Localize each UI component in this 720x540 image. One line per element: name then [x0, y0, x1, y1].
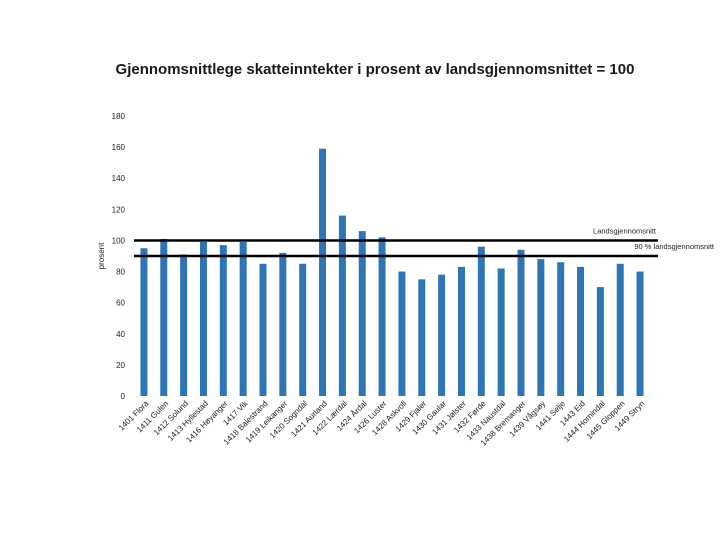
- bar: [596, 287, 604, 396]
- bar: [160, 238, 168, 396]
- bar: [457, 266, 465, 396]
- bar: [616, 263, 624, 396]
- bar: [259, 263, 267, 396]
- bar: [537, 259, 545, 396]
- bar: [319, 148, 327, 396]
- bar: [636, 271, 644, 396]
- bar: [477, 246, 485, 396]
- bar: [378, 237, 386, 396]
- bar: [557, 262, 565, 396]
- y-tick-label: 160: [112, 143, 126, 152]
- bar: [239, 242, 247, 396]
- y-tick-label: 140: [112, 174, 126, 183]
- y-tick-label: 60: [116, 299, 125, 308]
- bar: [497, 268, 505, 396]
- bar: [577, 266, 585, 396]
- y-tick-label: 80: [116, 268, 125, 277]
- bar: [279, 252, 287, 396]
- y-tick-label: 180: [112, 112, 126, 121]
- bar: [517, 249, 525, 396]
- bars: [140, 148, 644, 396]
- bar: [199, 242, 207, 396]
- bar: [140, 248, 148, 396]
- bar: [338, 215, 346, 396]
- bar: [219, 245, 227, 396]
- reference-line-label: 90 % landsgjennomsnitt: [634, 242, 715, 251]
- y-tick-label: 40: [116, 330, 125, 339]
- y-tick-label: 0: [121, 392, 126, 401]
- y-axis-title: prosent: [97, 242, 106, 269]
- y-axis-ticks: 0 20 40 60 80 100 120 140 160 180: [112, 112, 126, 401]
- bar: [358, 231, 366, 396]
- bar: [299, 263, 307, 396]
- y-tick-label: 100: [112, 236, 126, 245]
- bar: [438, 274, 446, 396]
- reference-lines: Landsgjennomsnitt 90 % landsgjennomsnitt: [134, 226, 715, 258]
- chart-title: Gjennomsnittlege skatteinntekter i prose…: [115, 61, 635, 78]
- bar: [180, 254, 188, 396]
- bar: [418, 279, 426, 396]
- reference-line-label: Landsgjennomsnitt: [593, 226, 657, 235]
- bar: [398, 271, 406, 396]
- y-tick-label: 20: [116, 361, 125, 370]
- y-tick-label: 120: [112, 205, 126, 214]
